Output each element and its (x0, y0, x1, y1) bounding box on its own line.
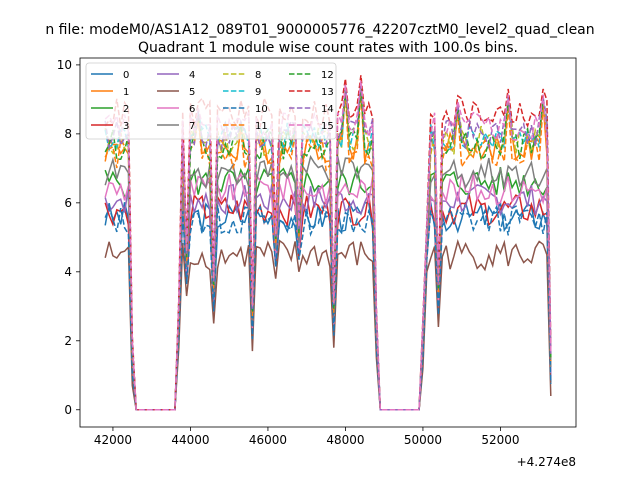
y-axis: 0 2 4 6 8 10 (57, 58, 80, 417)
legend-label-9: 9 (255, 87, 261, 98)
y-tick-label: 2 (64, 334, 72, 348)
series-line-11 (104, 91, 552, 411)
x-tick-label: 46000 (249, 433, 287, 447)
legend-label-13: 13 (321, 87, 334, 98)
x-tick-label: 48000 (326, 433, 364, 447)
legend-box (85, 62, 337, 140)
x-offset-label: +4.274e8 (517, 455, 576, 469)
x-tick-label: 52000 (481, 433, 519, 447)
x-axis: 42000 44000 46000 48000 50000 52000 (94, 427, 520, 447)
legend-label-0: 0 (123, 70, 129, 81)
legend-label-4: 4 (189, 70, 195, 81)
legend-label-15: 15 (321, 121, 334, 132)
legend-label-5: 5 (189, 87, 195, 98)
y-tick-label: 10 (57, 58, 72, 72)
legend-label-1: 1 (123, 87, 129, 98)
y-tick-label: 6 (64, 196, 72, 210)
y-tick-label: 4 (64, 265, 72, 279)
legend-label-8: 8 (255, 70, 261, 81)
x-tick-label: 44000 (171, 433, 209, 447)
legend-label-14: 14 (321, 104, 334, 115)
legend-label-3: 3 (123, 121, 129, 132)
legend-label-7: 7 (189, 121, 195, 132)
legend-label-12: 12 (321, 70, 334, 81)
x-tick-label: 50000 (404, 433, 442, 447)
legend-label-6: 6 (189, 104, 195, 115)
y-tick-label: 0 (64, 403, 72, 417)
y-tick-label: 8 (64, 127, 72, 141)
x-tick-label: 42000 (94, 433, 132, 447)
legend-label-10: 10 (255, 104, 268, 115)
legend-label-11: 11 (255, 121, 268, 132)
chart-title: Quadrant 1 module wise count rates with … (138, 40, 518, 56)
plot-frame (79, 57, 577, 428)
figure-suptitle: n file: modeM0/AS1A12_089T01_9000005776_… (45, 22, 594, 38)
legend-label-2: 2 (123, 104, 129, 115)
